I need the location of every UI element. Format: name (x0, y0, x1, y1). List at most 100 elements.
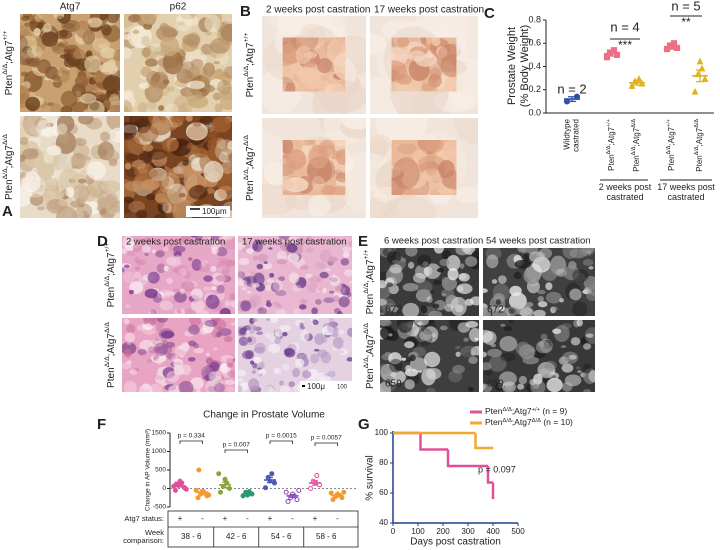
text-part: ;Atg7 (512, 406, 532, 416)
texture-blob (292, 81, 308, 92)
texture-blob (63, 52, 73, 62)
texture-blob (203, 62, 216, 77)
texture-blob (204, 373, 217, 382)
texture-blob (43, 152, 54, 164)
texture-blob (71, 152, 86, 170)
texture-blob (20, 136, 29, 145)
table-cell: 58 - 6 (316, 532, 337, 541)
panel-label: G (358, 416, 370, 433)
texture (483, 320, 595, 392)
texture-blob (240, 300, 252, 312)
texture-blob (437, 268, 444, 273)
text-part: Pten (695, 155, 704, 171)
texture-blob (315, 299, 322, 305)
texture-blob (303, 70, 321, 91)
texture-blob (169, 166, 190, 179)
texture-blob (266, 302, 272, 308)
texture-blob (508, 320, 514, 324)
texture-blob (124, 196, 134, 204)
texture-blob (186, 80, 205, 90)
texture-blob (32, 60, 39, 68)
texture-blob (329, 290, 335, 294)
texture-blob (387, 248, 392, 252)
texture-blob (238, 369, 246, 377)
text-part: Pten (4, 75, 15, 96)
texture-blob (124, 162, 132, 170)
scale-bar-label: 100μm (202, 207, 227, 216)
texture (282, 140, 346, 195)
y-tick-label: 0.8 (528, 14, 541, 24)
text-part: Wildtype (563, 118, 572, 149)
annotation: p = 0.097 (478, 464, 516, 474)
texture-blob (156, 291, 165, 299)
texture (282, 37, 346, 92)
texture-blob (319, 271, 329, 279)
texture-blob (220, 362, 229, 373)
texture-blob (587, 284, 595, 296)
texture-blob (489, 305, 496, 312)
table-cell: - (291, 514, 294, 523)
x-tick-label: 500 (511, 527, 525, 536)
text-part: Δ/Δ (243, 169, 250, 180)
texture-blob (245, 244, 251, 249)
text-part: Δ/Δ (243, 135, 250, 146)
texture-blob (179, 267, 188, 276)
texture-blob (238, 242, 246, 250)
texture-blob (380, 284, 391, 300)
texture-blob (307, 61, 316, 69)
texture-blob (585, 333, 594, 338)
texture-blob (400, 257, 407, 263)
texture-blob (252, 239, 264, 253)
texture-blob (266, 278, 275, 284)
texture-blob (253, 272, 265, 286)
texture-blob (412, 346, 426, 357)
texture-blob (190, 58, 204, 69)
texture-blob (450, 296, 467, 316)
texture-blob (339, 348, 348, 356)
text-part: ;Atg7 (365, 259, 376, 283)
texture-blob (483, 307, 492, 316)
texture-blob (174, 345, 187, 357)
texture-blob (87, 17, 103, 28)
texture-blob (274, 338, 281, 344)
texture-blob (85, 50, 93, 58)
data-point (183, 486, 189, 492)
texture-blob (180, 236, 191, 244)
annotation: ** (681, 15, 691, 29)
texture-blob (253, 356, 262, 364)
texture-blob (211, 246, 219, 255)
texture-blob (124, 121, 137, 140)
text-part: 2 weeks post (599, 182, 652, 192)
text-part: Δ/Δ (694, 119, 700, 128)
row-label: PtenΔ/Δ;Atg7Δ/Δ (2, 134, 14, 200)
texture-blob (190, 288, 203, 300)
texture-blob (189, 318, 202, 327)
texture-blob (250, 270, 256, 277)
texture-blob (210, 236, 220, 241)
texture-blob (312, 319, 319, 326)
texture-blob (100, 180, 120, 194)
texture-blob (305, 236, 313, 245)
texture-blob (208, 371, 223, 381)
texture-blob (140, 66, 152, 78)
texture-blob (62, 162, 76, 173)
texture-blob (334, 140, 346, 147)
texture-blob (170, 105, 189, 112)
texture (20, 14, 120, 112)
texture-blob (55, 131, 77, 154)
texture-blob (147, 358, 153, 363)
texture-blob (139, 149, 153, 164)
texture-blob (468, 386, 474, 392)
texture-blob (238, 326, 248, 337)
y-tick-label: 40 (379, 518, 388, 527)
texture-blob (122, 362, 132, 370)
text-part: +/+ (532, 407, 541, 413)
texture-blob (124, 180, 147, 192)
texture-blob (162, 79, 170, 85)
texture-blob (238, 257, 250, 266)
texture-blob (185, 116, 193, 122)
texture (124, 116, 232, 218)
texture-blob (21, 148, 39, 160)
texture-blob (176, 308, 183, 314)
texture-blob (180, 86, 196, 97)
